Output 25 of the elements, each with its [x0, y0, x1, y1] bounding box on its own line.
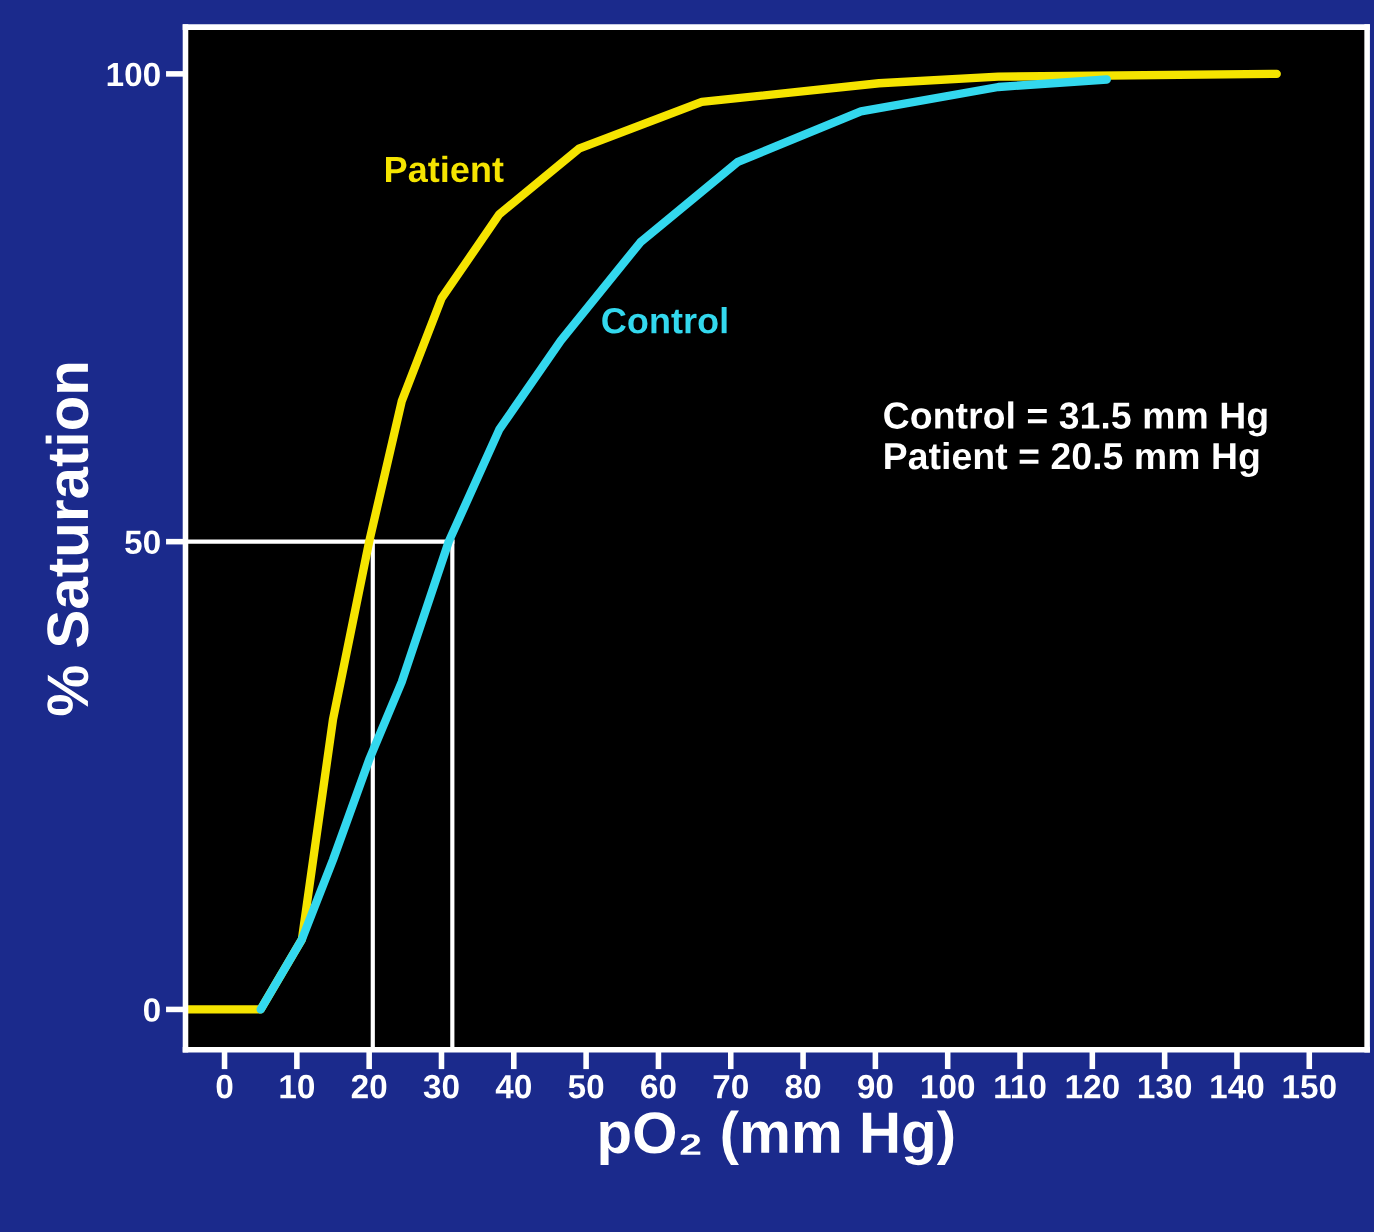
x-tick-label: 130 — [1138, 1074, 1192, 1099]
x-tick-label: 70 — [713, 1074, 748, 1099]
x-tick-label: 110 — [995, 1074, 1046, 1099]
x-tick-label: 100 — [921, 1074, 975, 1099]
x-tick-label: 10 — [280, 1074, 315, 1099]
annotation: Control = 31.5 mm Hg — [884, 401, 1267, 437]
y-tick-label: 0 — [143, 998, 160, 1022]
y-axis-title: % Saturation — [45, 363, 89, 716]
annotation: Patient = 20.5 mm Hg — [885, 441, 1259, 478]
x-tick-label: 90 — [858, 1074, 893, 1099]
x-tick-label: 80 — [785, 1074, 821, 1099]
x-axis-title: pO₂ (mm Hg) — [600, 1110, 954, 1166]
x-tick-label: 150 — [1283, 1074, 1336, 1099]
y-tick-label: 100 — [107, 62, 160, 87]
x-tick-label: 40 — [495, 1074, 531, 1099]
x-tick-label: 140 — [1211, 1074, 1264, 1099]
x-tick-label: 50 — [568, 1074, 604, 1099]
x-tick-label: 60 — [641, 1074, 676, 1099]
series-label: Patient — [386, 155, 504, 183]
x-tick-label: 120 — [1066, 1074, 1119, 1099]
x-tick-label: 20 — [351, 1074, 387, 1099]
series-label: Control — [602, 307, 727, 334]
x-tick-label: 0 — [216, 1074, 233, 1099]
y-tick-label: 50 — [125, 530, 160, 555]
x-tick-label: 30 — [423, 1074, 459, 1099]
